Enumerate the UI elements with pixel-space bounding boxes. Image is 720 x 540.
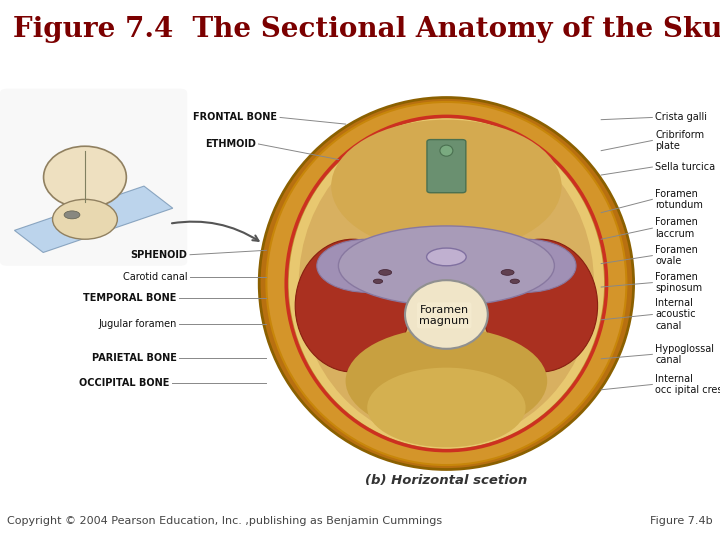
Ellipse shape [373, 279, 383, 284]
Text: Copyright © 2004 Pearson Education, Inc. ,publishing as Benjamin Cummings: Copyright © 2004 Pearson Education, Inc.… [7, 516, 442, 526]
Text: Figure 7.4b: Figure 7.4b [650, 516, 713, 526]
Ellipse shape [43, 146, 127, 208]
Ellipse shape [440, 145, 453, 156]
Ellipse shape [266, 102, 626, 465]
Text: Internal
acoustic
canal: Internal acoustic canal [655, 298, 696, 331]
Text: Cribriform
plate: Cribriform plate [655, 130, 704, 151]
Ellipse shape [346, 328, 547, 434]
Ellipse shape [405, 280, 488, 349]
Ellipse shape [64, 211, 80, 219]
Ellipse shape [295, 239, 410, 372]
Ellipse shape [510, 279, 519, 284]
Text: Crista galli: Crista galli [655, 112, 707, 123]
FancyBboxPatch shape [0, 89, 187, 266]
Text: SPHENOID: SPHENOID [130, 249, 187, 260]
Text: Foramen
magnum: Foramen magnum [419, 305, 469, 326]
Ellipse shape [259, 98, 634, 469]
Text: Sella turcica: Sella turcica [655, 162, 716, 172]
Text: PARIETAL BONE: PARIETAL BONE [91, 353, 176, 363]
Text: ETHMOID: ETHMOID [204, 139, 256, 149]
Text: FRONTAL BONE: FRONTAL BONE [193, 112, 277, 123]
Ellipse shape [53, 199, 117, 239]
FancyBboxPatch shape [427, 140, 466, 193]
Ellipse shape [482, 239, 598, 372]
Text: OCCIPITAL BONE: OCCIPITAL BONE [78, 378, 169, 388]
Text: Hypoglossal
canal: Hypoglossal canal [655, 343, 714, 365]
Text: Foramen
ovale: Foramen ovale [655, 245, 698, 266]
Text: Carotid canal: Carotid canal [122, 272, 187, 282]
Ellipse shape [379, 269, 392, 275]
Ellipse shape [475, 239, 576, 292]
Ellipse shape [317, 239, 418, 292]
Ellipse shape [331, 120, 562, 253]
Ellipse shape [288, 118, 605, 449]
Ellipse shape [367, 368, 526, 447]
Text: TEMPORAL BONE: TEMPORAL BONE [83, 293, 176, 302]
Ellipse shape [426, 248, 467, 266]
Text: Foramen
rotundum: Foramen rotundum [655, 188, 703, 210]
Ellipse shape [299, 124, 594, 443]
Text: Foramen
spinosum: Foramen spinosum [655, 272, 702, 293]
Text: (b) Horizontal scetion: (b) Horizontal scetion [365, 474, 528, 487]
Text: Internal
occ ipital crest: Internal occ ipital crest [655, 374, 720, 395]
Text: Jugular foramen: Jugular foramen [98, 319, 176, 329]
Ellipse shape [338, 226, 554, 306]
Polygon shape [14, 186, 173, 253]
Ellipse shape [501, 269, 514, 275]
Text: Figure 7.4  The Sectional Anatomy of the Skull: Figure 7.4 The Sectional Anatomy of the … [13, 16, 720, 43]
Text: Foramen
laccrum: Foramen laccrum [655, 217, 698, 239]
